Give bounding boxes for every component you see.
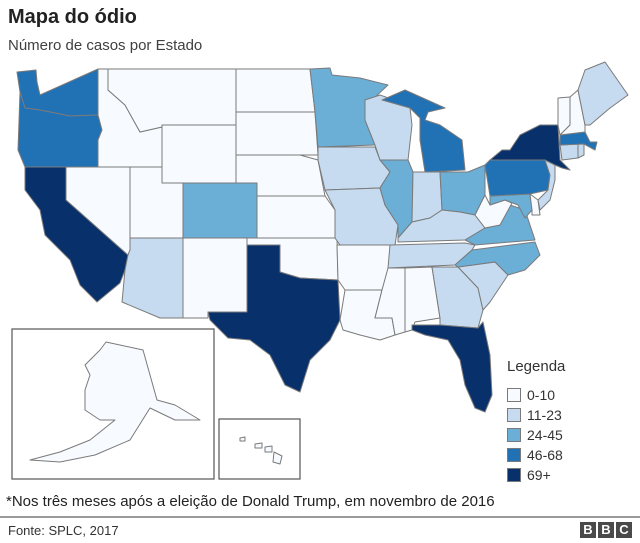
legend-swatch (507, 408, 521, 422)
legend-item: 69+ (507, 465, 565, 485)
state-ME (577, 61, 629, 126)
state-NC (454, 241, 541, 276)
state-IL (379, 159, 414, 239)
state-CT (559, 143, 579, 161)
state-PA (484, 159, 551, 197)
legend-label: 0-10 (527, 387, 556, 403)
hawaii-inset-frame (218, 418, 301, 480)
legend-item: 24-45 (507, 425, 565, 445)
legend-label: 24-45 (527, 427, 563, 443)
legend-item: 0-10 (507, 385, 565, 405)
state-WY (161, 124, 237, 184)
state-NJ (537, 159, 556, 211)
state-KS (256, 195, 336, 239)
state-ND (235, 68, 316, 113)
legend-label: 69+ (527, 467, 551, 483)
bbc-logo-letter: C (616, 522, 632, 538)
legend-swatch (507, 428, 521, 442)
state-HI (239, 436, 283, 465)
state-NM (182, 237, 248, 319)
map-title: Mapa do ódio (8, 6, 137, 28)
legend: Legenda 0-10 11-23 24-45 46-68 69+ (507, 358, 565, 485)
state-AZ (121, 237, 184, 319)
legend-swatch (507, 388, 521, 402)
state-CO (182, 182, 258, 239)
bbc-logo-letter: B (580, 522, 596, 538)
bbc-logo: B B C (580, 522, 632, 538)
legend-swatch (507, 468, 521, 482)
footnote: *Nos três meses após a eleição de Donald… (6, 493, 495, 510)
state-RI (577, 143, 585, 159)
state-KY (397, 209, 486, 243)
state-TX (207, 244, 341, 393)
state-FL (411, 321, 493, 413)
state-AK (29, 341, 201, 463)
state-NY (489, 124, 571, 171)
legend-swatch (507, 448, 521, 462)
legend-label: 11-23 (527, 407, 562, 423)
footer-divider (0, 516, 640, 518)
state-DE (529, 193, 541, 216)
state-MI (381, 89, 466, 173)
source-credit: Fonte: SPLC, 2017 (8, 523, 119, 538)
legend-item: 11-23 (507, 405, 565, 425)
legend-title: Legenda (507, 358, 566, 375)
bbc-logo-letter: B (598, 522, 614, 538)
state-MA (559, 131, 598, 151)
legend-item: 46-68 (507, 445, 565, 465)
legend-label: 46-68 (527, 447, 563, 463)
state-SD (235, 111, 319, 156)
map-subtitle: Número de casos por Estado (8, 37, 203, 54)
